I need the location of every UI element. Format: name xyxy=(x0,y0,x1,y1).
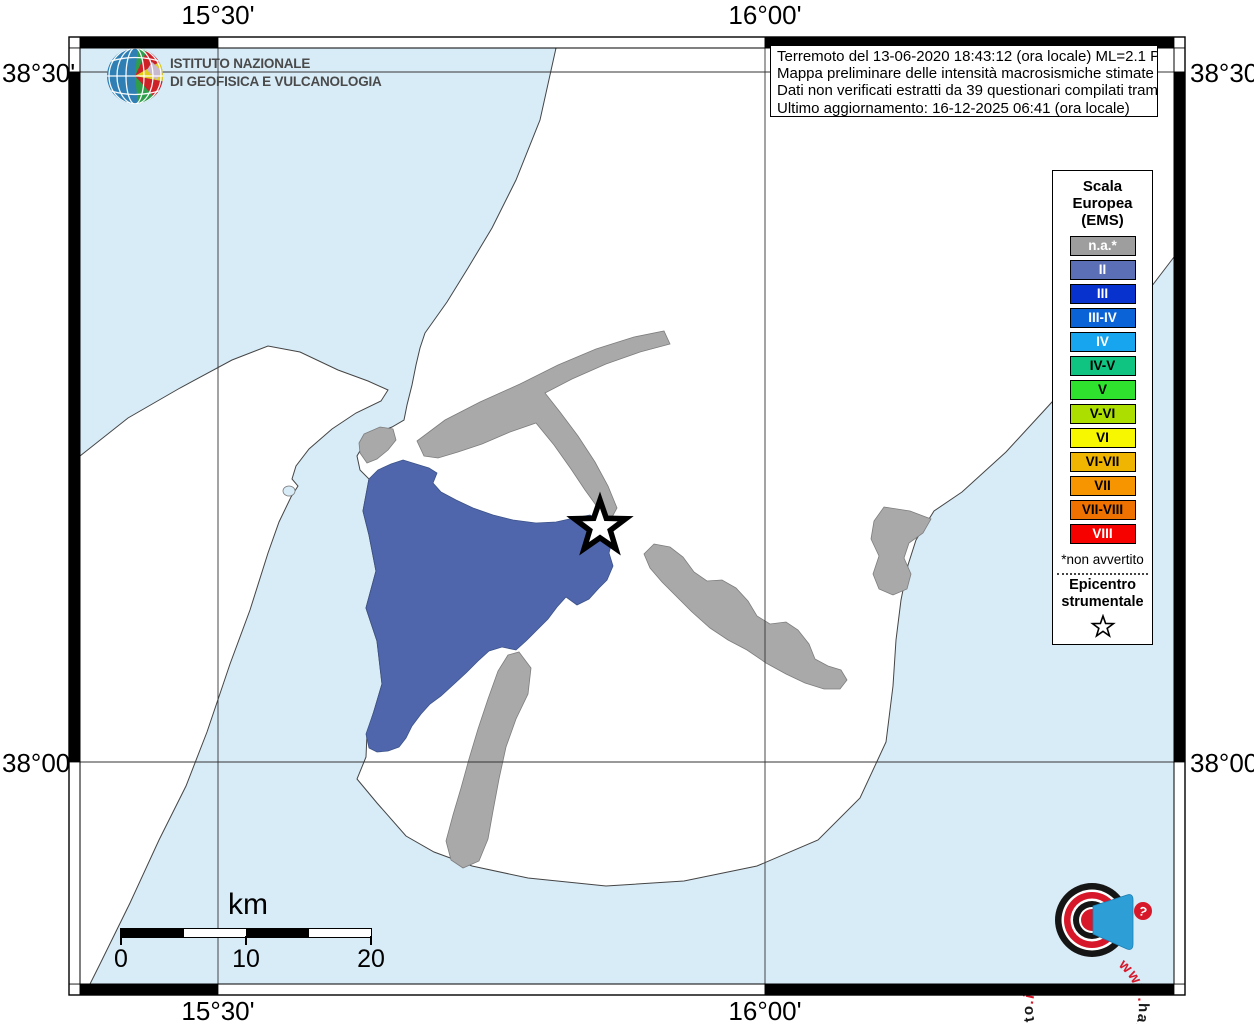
megaphone-icon xyxy=(1092,894,1134,950)
scale-tick xyxy=(245,936,247,945)
legend-swatch: VII xyxy=(1069,476,1136,496)
scale-tick xyxy=(120,936,122,945)
axis-label-bottom-right: 16°00' xyxy=(728,996,802,1024)
scale-tick xyxy=(370,936,372,945)
municipality-na-strait-cape xyxy=(358,426,397,464)
legend-swatch: II xyxy=(1069,260,1136,280)
epicenter-symbol xyxy=(1053,613,1152,645)
scale-unit-label: km xyxy=(228,888,268,921)
legend-swatch: III xyxy=(1069,284,1136,304)
axis-label-right-bottom: 38°00' xyxy=(1190,748,1254,778)
scale-bar: km 0 10 20 xyxy=(114,888,385,973)
scale-segment xyxy=(183,929,246,937)
scale-segment xyxy=(246,929,309,937)
watermark-name: haisentitoilterremoto xyxy=(1020,1003,1152,1024)
axis-label-right-top: 38°30' xyxy=(1190,58,1254,88)
map-frame xyxy=(68,36,1186,996)
legend-title: Scala Europea (EMS) xyxy=(1053,178,1152,229)
info-line-event: Terremoto del 13-06-2020 18:43:12 (ora l… xyxy=(777,48,1157,65)
legend-swatch: n.a.* xyxy=(1069,236,1136,256)
legend-item-iii-iv: III-IV xyxy=(1053,308,1152,332)
legend-item-vii-viii: VII-VIII xyxy=(1053,500,1152,524)
legend-item-v-vi: V-VI xyxy=(1053,404,1152,428)
epicenter-label-line1: Epicentro xyxy=(1069,577,1136,593)
legend-title-line1: Scala xyxy=(1082,178,1123,195)
star-icon xyxy=(1089,613,1116,638)
legend-items: n.a.* II III III-IV IV IV-V V V-VI VI VI… xyxy=(1053,236,1152,548)
scale-segment xyxy=(121,929,184,937)
municipality-intensity-ii xyxy=(362,459,614,753)
ingv-name-line1: ISTITUTO NAZIONALE xyxy=(170,56,311,71)
info-line-update: Ultimo aggiornamento: 16-12-2025 06:41 (… xyxy=(777,99,1130,117)
legend-swatch: V-VI xyxy=(1069,404,1136,424)
legend-item-iv: IV xyxy=(1053,332,1152,356)
legend-title-line3: (EMS) xyxy=(1081,212,1124,229)
info-line-mapdesc: Mappa preliminare delle intensità macros… xyxy=(777,65,1157,83)
earthquake-info-box: Terremoto del 13-06-2020 18:43:12 (ora l… xyxy=(770,45,1158,117)
axis-label-top-right: 16°00' xyxy=(728,0,802,30)
municipality-na-east-coast xyxy=(870,506,932,596)
scale-label-20: 20 xyxy=(357,945,385,973)
legend-footnote: *non avvertito xyxy=(1061,552,1144,567)
epicenter-star xyxy=(566,491,634,556)
axis-label-top-left: 15°30' xyxy=(181,0,255,30)
legend-item-iii: III xyxy=(1053,284,1152,308)
axis-label-bottom-left: 15°30' xyxy=(181,996,255,1024)
legend-item-vi: VI xyxy=(1053,428,1152,452)
scale-label-0: 0 xyxy=(114,945,128,973)
legend-divider xyxy=(1057,573,1148,575)
ingv-globe-logo xyxy=(107,48,163,104)
epicenter-label: Epicentro strumentale xyxy=(1053,577,1152,611)
legend-item-ii: II xyxy=(1053,260,1152,284)
sicily-landmass xyxy=(79,345,389,985)
legend-swatch: VII-VIII xyxy=(1069,500,1136,520)
scale-segment xyxy=(308,929,371,937)
legend-swatch: V xyxy=(1069,380,1136,400)
legend-item-vi-vii: VI-VII xyxy=(1053,452,1152,476)
epicenter-label-line2: strumentale xyxy=(1061,594,1144,610)
axis-label-left-top: 38°30' xyxy=(2,58,76,88)
municipality-na-north-band xyxy=(416,330,671,520)
ingv-name-line2: DI GEOFISICA E VULCANOLOGIA xyxy=(170,74,382,89)
legend-item-na: n.a.* xyxy=(1053,236,1152,260)
legend-swatch: III-IV xyxy=(1069,308,1136,328)
legend-swatch: IV-V xyxy=(1069,356,1136,376)
legend-swatch: IV xyxy=(1069,332,1136,352)
legend-item-vii: VII xyxy=(1053,476,1152,500)
ganzirri-lagoon xyxy=(282,485,296,497)
legend-item-viii: VIII xyxy=(1053,524,1152,548)
scale-label-10: 10 xyxy=(232,945,260,973)
ems-legend: Scala Europea (EMS) n.a.* II III III-IV … xyxy=(1052,170,1153,645)
legend-swatch: VIII xyxy=(1069,524,1136,544)
municipality-na-central-band xyxy=(643,543,848,690)
legend-item-v: V xyxy=(1053,380,1152,404)
legend-swatch: VI xyxy=(1069,428,1136,448)
municipality-na-south-band xyxy=(445,651,532,869)
legend-item-iv-v: IV-V xyxy=(1053,356,1152,380)
legend-title-line2: Europea xyxy=(1072,195,1133,212)
question-badge xyxy=(1134,902,1152,920)
info-line-data: Dati non verificati estratti da 39 quest… xyxy=(777,82,1158,100)
legend-swatch: VI-VII xyxy=(1069,452,1136,472)
axis-label-left-bottom: 38°00' xyxy=(2,748,76,778)
